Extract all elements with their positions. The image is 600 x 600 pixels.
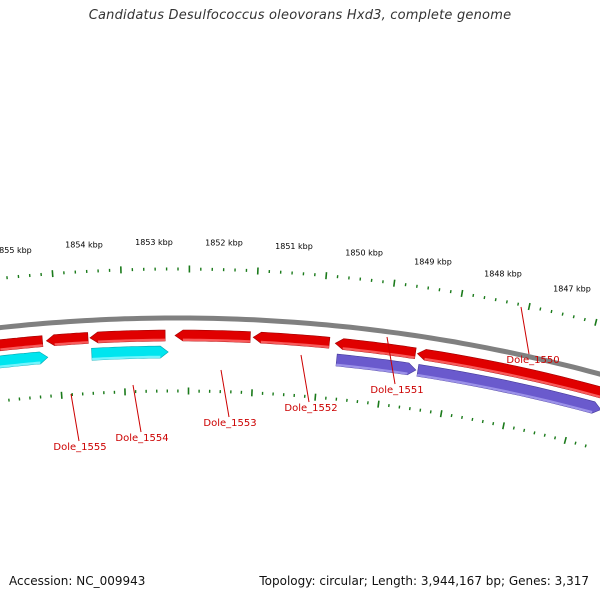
inner-scale-minor-tick (512, 426, 515, 430)
page-title: Candidatus Desulfococcus oleovorans Hxd3… (88, 8, 512, 23)
outer-scale-minor-tick (438, 288, 441, 292)
outer-scale-minor-tick (550, 309, 553, 314)
gene-label-leader (520, 306, 530, 355)
inner-scale-major-tick (502, 422, 505, 430)
scale-label: 1849 kbp (414, 257, 452, 266)
gene-label: Dole_1553 (203, 418, 256, 429)
outer-scale-minor-tick (517, 302, 520, 306)
outer-scale-minor-tick (561, 312, 564, 316)
outer-scale-ticks (6, 265, 598, 326)
outer-scale-minor-tick (583, 317, 586, 322)
gene-label: Dole_1554 (115, 433, 168, 444)
accession-text: Accession: NC_009943 (9, 574, 146, 588)
genome-backbone (0, 315, 600, 377)
gene-arrow-reverse-purple-2 (416, 364, 600, 414)
gene-label: Dole_1551 (370, 385, 423, 396)
inner-scale-minor-tick (429, 410, 432, 414)
scale-label: 1848 kbp (484, 270, 522, 279)
gene-arrow-dole-1553 (174, 329, 251, 344)
outer-scale-major-tick (51, 270, 54, 278)
gene-label-leader (220, 369, 230, 418)
scale-label: 1851 kbp (275, 242, 313, 251)
inner-scale-minor-tick (492, 421, 495, 426)
outer-scale-minor-tick (539, 307, 542, 311)
inner-scale-minor-tick (450, 413, 453, 418)
inner-scale-ticks (8, 387, 587, 448)
scale-label: 1854 kbp (65, 241, 103, 250)
gene-arrow-dole-1554-fwd (45, 332, 89, 347)
inner-scale-minor-tick (481, 419, 484, 424)
gene-label-leader (70, 393, 80, 442)
gene-arrow-dole-1552 (252, 331, 331, 349)
inner-scale-minor-tick (471, 417, 474, 422)
inner-scale-minor-tick (461, 415, 463, 420)
outer-scale-minor-tick (505, 300, 508, 304)
scale-label: 1850 kbp (345, 248, 383, 257)
outer-scale-minor-tick (572, 315, 575, 319)
gene-label: Dole_1555 (53, 442, 106, 453)
gene-arrow-reverse-cyan-2 (91, 345, 169, 361)
inner-scale-minor-tick (523, 428, 526, 433)
gene-arrow-dole-1551 (334, 338, 417, 360)
outer-scale-major-tick (393, 279, 396, 287)
scale-labels: 1855 kbp 1854 kbp 1853 kbp 1852 kbp 1851 kbp… (0, 238, 591, 294)
gene-arrow-dole-1555 (0, 335, 44, 352)
gene-label: Dole_1552 (284, 403, 337, 414)
gene-label-leader (386, 336, 396, 385)
gene-arrow-dole-1550 (416, 349, 600, 399)
outer-scale-major-tick (460, 289, 464, 298)
outer-scale-major-tick (527, 302, 531, 311)
inner-scale-major-tick (563, 436, 567, 445)
inner-scale-minor-tick (533, 431, 536, 435)
inner-scale-major-tick (314, 393, 317, 401)
inner-scale-minor-tick (408, 406, 411, 411)
backbone-line (0, 315, 600, 377)
scale-label: 1853 kbp (135, 238, 173, 247)
scale-label: 1855 kbp (0, 246, 32, 255)
scale-label: 1847 kbp (553, 285, 591, 294)
gene-label-leader (132, 384, 142, 433)
gene-arrow-reverse-purple-1 (335, 353, 417, 376)
inner-scale-major-tick (377, 400, 380, 408)
gene-arrow-reverse-cyan-1 (0, 351, 49, 369)
inner-scale-minor-tick (554, 436, 557, 440)
outer-scale-minor-tick (483, 295, 486, 300)
gene-arrow-dole-1554 (89, 329, 166, 344)
gene-label-leader (300, 354, 310, 403)
gene-label: Dole_1550 (506, 355, 559, 366)
genome-summary-text: Topology: circular; Length: 3,944,167 bp… (259, 574, 589, 588)
gene-labels: Dole_1555 Dole_1554 Dole_1553 Dole_1552 Dole… (53, 306, 560, 453)
outer-scale-minor-tick (449, 289, 452, 294)
inner-scale-minor-tick (584, 444, 587, 448)
outer-scale-major-tick (325, 272, 328, 280)
inner-scale-major-tick (439, 410, 443, 418)
outer-scale-minor-tick (494, 298, 497, 302)
outer-scale-major-tick (594, 318, 598, 326)
outer-scale-minor-tick (472, 293, 475, 298)
inner-scale-minor-tick (574, 441, 577, 445)
inner-scale-major-tick (60, 391, 63, 399)
gene-features (0, 329, 600, 414)
inner-scale-minor-tick (543, 433, 546, 437)
scale-label: 1852 kbp (205, 239, 243, 248)
